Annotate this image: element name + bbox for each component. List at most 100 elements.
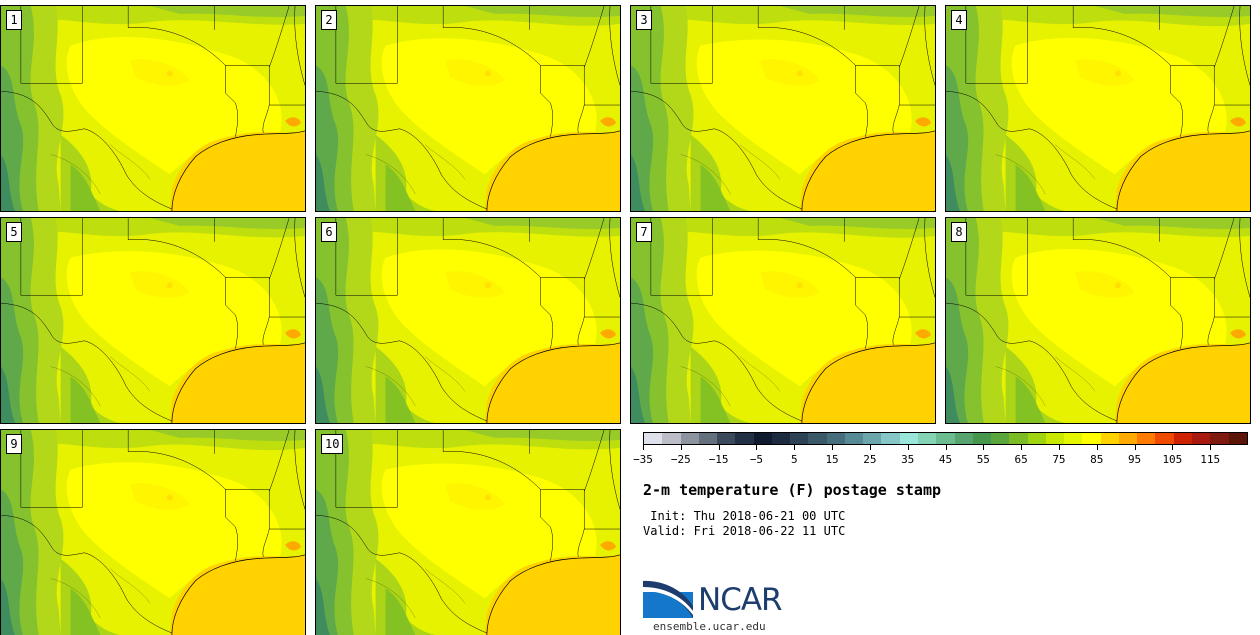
valid-time: Valid: Fri 2018-06-22 11 UTC	[643, 524, 846, 538]
map-field	[631, 6, 935, 211]
colorbar-tick-label: 75	[1052, 453, 1066, 466]
colorbar-tick-label: 55	[976, 453, 990, 466]
colorbar-tick-label: 25	[863, 453, 877, 466]
stamp-map-6[interactable]: 6	[315, 217, 621, 424]
colorbar-tick-label: 45	[938, 453, 953, 466]
map-field	[946, 218, 1250, 423]
ncar-swoosh-icon	[643, 580, 693, 618]
stamp-member-label: 4	[951, 10, 967, 30]
colorbar-swatch	[881, 433, 900, 444]
colorbar-swatch	[1191, 433, 1211, 444]
colorbar-tick	[983, 445, 985, 450]
colorbar-swatch	[1045, 433, 1065, 444]
colorbar-tick	[832, 445, 834, 450]
ncar-url[interactable]: ensemble.ucar.edu	[653, 620, 766, 633]
colorbar-tick-label: −25	[670, 453, 691, 466]
stamp-member-label: 2	[321, 10, 337, 30]
colorbar-swatch	[1173, 433, 1192, 444]
colorbar-tick-label: 115	[1200, 453, 1221, 466]
colorbar-swatch	[1137, 433, 1156, 444]
map-field	[1, 218, 305, 423]
stamp-map-4[interactable]: 4	[945, 5, 1251, 212]
colorbar-tick	[1096, 445, 1098, 450]
stamp-map-3[interactable]: 3	[630, 5, 936, 212]
colorbar-swatch	[972, 433, 992, 444]
colorbar-tick-label: 15	[825, 453, 839, 466]
colorbar-swatch	[1100, 433, 1119, 444]
colorbar-tick	[680, 445, 682, 450]
colorbar-swatch	[808, 433, 827, 444]
colorbar-swatch	[1228, 433, 1247, 444]
colorbar-tick	[1058, 445, 1060, 450]
map-field	[1, 6, 305, 211]
colorbar-tick	[756, 445, 758, 450]
colorbar-tick	[718, 445, 720, 450]
colorbar-tick-label: 105	[1162, 453, 1183, 466]
stamp-member-label: 9	[6, 434, 22, 454]
colorbar-swatch	[844, 433, 864, 444]
colorbar-tick	[1210, 445, 1212, 450]
stamp-member-label: 6	[321, 222, 337, 242]
stamp-map-9[interactable]: 9	[0, 429, 306, 635]
colorbar-swatch	[680, 433, 699, 444]
colorbar-swatch	[936, 433, 955, 444]
stamp-map-1[interactable]: 1	[0, 5, 306, 212]
colorbar-tick-label: 85	[1090, 453, 1104, 466]
colorbar-tick-label: 35	[901, 453, 915, 466]
colorbar-tick-label: −15	[708, 453, 729, 466]
ncar-wordmark: NCAR	[698, 582, 783, 618]
colorbar-tick	[907, 445, 909, 450]
colorbar-tick-label: −35	[633, 453, 653, 466]
stamp-member-label: 5	[6, 222, 22, 242]
colorbar	[643, 432, 1248, 445]
colorbar-swatch	[790, 433, 809, 444]
colorbar-swatch	[1064, 433, 1083, 444]
colorbar-swatch	[1027, 433, 1046, 444]
map-field	[316, 218, 620, 423]
colorbar-swatch	[698, 433, 718, 444]
colorbar-tick	[1134, 445, 1136, 450]
colorbar-tick-label: 95	[1127, 453, 1142, 466]
colorbar-swatch	[1210, 433, 1229, 444]
colorbar-swatch	[826, 433, 845, 444]
map-field	[946, 6, 1250, 211]
colorbar-swatch	[954, 433, 973, 444]
ncar-logo: NCAR	[643, 578, 803, 623]
colorbar-swatch	[917, 433, 937, 444]
colorbar-swatch	[753, 433, 772, 444]
stamp-map-8[interactable]: 8	[945, 217, 1251, 424]
colorbar-swatch	[1082, 433, 1101, 444]
stamp-member-label: 1	[6, 10, 22, 30]
map-field	[631, 218, 935, 423]
colorbar-tick	[1172, 445, 1174, 450]
stamp-map-10[interactable]: 10	[315, 429, 621, 635]
colorbar-swatch	[735, 433, 754, 444]
stamp-member-label: 8	[951, 222, 967, 242]
map-field	[1, 430, 305, 635]
colorbar-tick-label: −5	[749, 453, 764, 466]
colorbar-tick-label: 65	[1014, 453, 1028, 466]
colorbar-swatch	[771, 433, 791, 444]
stamp-map-7[interactable]: 7	[630, 217, 936, 424]
colorbar-tick	[945, 445, 947, 450]
stamp-map-5[interactable]: 5	[0, 217, 306, 424]
colorbar-swatch	[644, 433, 663, 444]
colorbar-swatch	[991, 433, 1010, 444]
colorbar-tick	[794, 445, 796, 450]
colorbar-swatch	[1155, 433, 1174, 444]
stamp-member-label: 10	[321, 434, 344, 454]
colorbar-ticks: −35 −25 −15 −5 5 15 25 35 45 55 65 75 85 95 105 115	[633, 445, 1248, 471]
map-field	[316, 6, 620, 211]
colorbar-swatch	[1009, 433, 1028, 444]
colorbar-swatch	[662, 433, 681, 444]
colorbar-swatch	[1118, 433, 1138, 444]
stamp-member-label: 3	[636, 10, 652, 30]
stamp-map-2[interactable]: 2	[315, 5, 621, 212]
init-time: Init: Thu 2018-06-21 00 UTC	[643, 509, 846, 523]
colorbar-tick-label: 5	[790, 453, 798, 466]
colorbar-tick	[869, 445, 871, 450]
colorbar-swatch	[899, 433, 918, 444]
map-field	[316, 430, 620, 635]
chart-title: 2-m temperature (F) postage stamp	[643, 481, 942, 499]
colorbar-swatch	[863, 433, 882, 444]
